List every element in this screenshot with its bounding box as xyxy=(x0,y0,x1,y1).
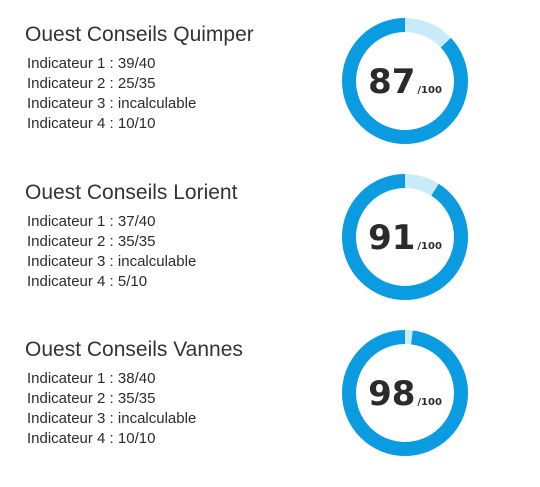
indicator-item: Indicateur 3 : incalculable xyxy=(27,253,197,270)
donut-svg: 91/100 xyxy=(342,174,468,300)
donut-score-arc xyxy=(342,174,468,300)
office-block: Ouest Conseils Vannes Indicateur 1 : 38/… xyxy=(0,330,540,487)
score-label: 87/100 xyxy=(368,62,442,102)
indicator-list: Indicateur 1 : 38/40 Indicateur 2 : 35/3… xyxy=(27,369,196,449)
indicator-label: Indicateur 1 xyxy=(27,370,106,387)
score-max: /100 xyxy=(417,85,442,96)
donut-svg: 87/100 xyxy=(342,18,468,144)
indicator-list: Indicateur 1 : 39/40 Indicateur 2 : 25/3… xyxy=(27,54,196,134)
indicator-value: incalculable xyxy=(117,253,197,270)
score-max: /100 xyxy=(417,397,442,408)
indicator-value: 10/10 xyxy=(117,430,156,447)
indicator-value: 39/40 xyxy=(117,55,156,72)
office-block: Ouest Conseils Lorient Indicateur 1 : 37… xyxy=(0,174,540,330)
office-name: Ouest Conseils Quimper xyxy=(25,23,254,46)
indicator-label: Indicateur 4 xyxy=(27,115,106,132)
indicator-value: 37/40 xyxy=(117,213,156,230)
indicator-label: Indicateur 3 xyxy=(27,253,106,270)
indicator-item: Indicateur 4 : 10/10 xyxy=(27,115,156,132)
indicator-value: incalculable xyxy=(117,95,197,112)
indicator-value: 35/35 xyxy=(117,233,156,250)
donut-score-arc xyxy=(342,330,468,456)
indicator-item: Indicateur 3 : incalculable xyxy=(27,410,197,427)
score-label: 91/100 xyxy=(368,218,442,258)
indicator-label: Indicateur 3 xyxy=(27,95,106,112)
indicator-item: Indicateur 4 : 5/10 xyxy=(27,273,148,290)
indicator-item: Indicateur 1 : 39/40 xyxy=(27,55,156,72)
indicator-item: Indicateur 2 : 35/35 xyxy=(27,390,156,407)
indicator-label: Indicateur 4 xyxy=(27,273,106,290)
indicator-label: Indicateur 1 xyxy=(27,55,106,72)
score-donut: 98/100 xyxy=(340,328,470,458)
donut-svg: 98/100 xyxy=(342,330,468,456)
indicator-label: Indicateur 2 xyxy=(27,390,106,407)
indicator-value: incalculable xyxy=(117,410,197,427)
indicator-value: 5/10 xyxy=(117,273,148,290)
score-max: /100 xyxy=(417,241,442,252)
office-block: Ouest Conseils Quimper Indicateur 1 : 39… xyxy=(0,18,540,172)
office-name: Ouest Conseils Vannes xyxy=(25,338,243,361)
score-label: 98/100 xyxy=(368,374,442,414)
indicator-label: Indicateur 3 xyxy=(27,410,106,427)
indicator-value: 25/35 xyxy=(117,75,156,92)
score-donut: 87/100 xyxy=(340,16,470,146)
indicator-item: Indicateur 3 : incalculable xyxy=(27,95,197,112)
indicator-value: 10/10 xyxy=(117,115,156,132)
donut-score-arc xyxy=(342,18,468,144)
indicator-label: Indicateur 1 xyxy=(27,213,106,230)
score-value: 87 xyxy=(368,62,415,102)
indicator-item: Indicateur 2 : 25/35 xyxy=(27,75,156,92)
score-donut: 91/100 xyxy=(340,172,470,302)
indicator-label: Indicateur 2 xyxy=(27,233,106,250)
office-name: Ouest Conseils Lorient xyxy=(25,181,238,204)
indicator-item: Indicateur 1 : 38/40 xyxy=(27,370,156,387)
indicator-item: Indicateur 4 : 10/10 xyxy=(27,430,156,447)
indicator-value: 38/40 xyxy=(117,370,156,387)
score-value: 98 xyxy=(368,374,415,414)
indicator-label: Indicateur 2 xyxy=(27,75,106,92)
indicator-item: Indicateur 1 : 37/40 xyxy=(27,213,156,230)
indicator-list: Indicateur 1 : 37/40 Indicateur 2 : 35/3… xyxy=(27,212,196,292)
score-value: 91 xyxy=(368,218,415,258)
indicator-item: Indicateur 2 : 35/35 xyxy=(27,233,156,250)
indicator-label: Indicateur 4 xyxy=(27,430,106,447)
indicator-value: 35/35 xyxy=(117,390,156,407)
